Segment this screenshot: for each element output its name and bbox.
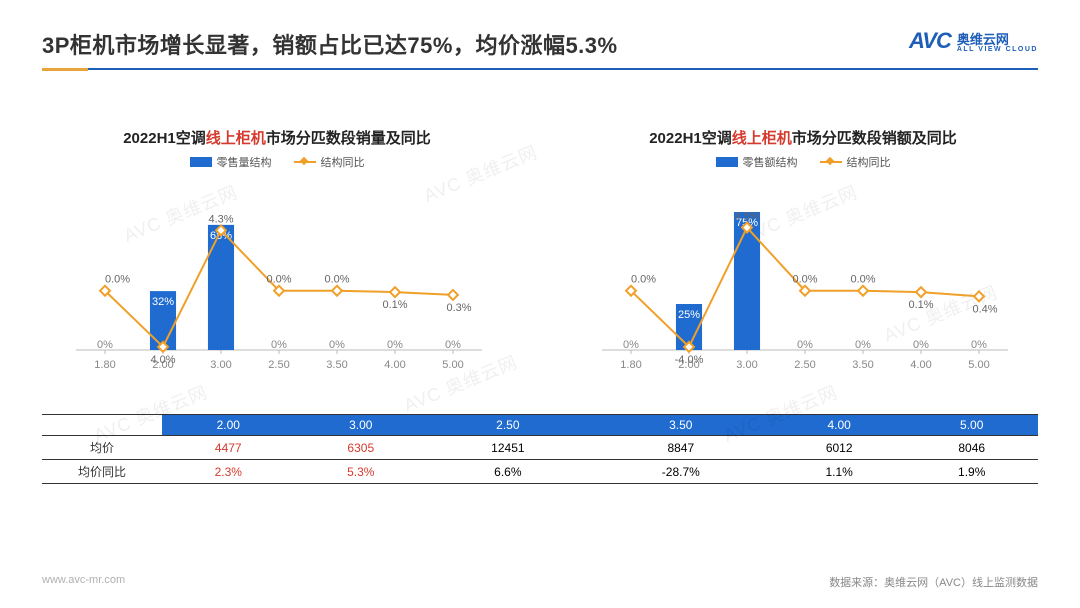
table-header: 2.50	[427, 415, 589, 436]
table-header: 2.00	[162, 415, 295, 436]
table-cell: 6.6%	[427, 460, 589, 484]
line-marker	[916, 287, 926, 297]
footer-source: 数据来源：奥维云网（AVC）线上监测数据	[829, 574, 1038, 590]
svg-text:0%: 0%	[329, 339, 345, 351]
row-label: 均价	[42, 436, 162, 460]
svg-text:2.50: 2.50	[268, 359, 289, 371]
footer: www.avc-mr.com 数据来源：奥维云网（AVC）线上监测数据	[42, 574, 1038, 590]
svg-text:0.1%: 0.1%	[908, 299, 933, 311]
chart-legend: 零售量结构 结构同比	[42, 154, 512, 170]
table-header: 5.00	[905, 415, 1038, 436]
charts-row: 2022H1空调线上柜机市场分匹数段销量及同比 零售量结构 结构同比 1.80 0…	[42, 127, 1038, 386]
rule-accent	[42, 68, 88, 71]
svg-text:1.80: 1.80	[620, 359, 641, 371]
svg-text:2.50: 2.50	[794, 359, 815, 371]
svg-text:0%: 0%	[971, 339, 987, 351]
svg-text:3.00: 3.00	[736, 359, 757, 371]
svg-text:0.0%: 0.0%	[105, 274, 130, 286]
chart-title: 2022H1空调线上柜机市场分匹数段销额及同比	[568, 127, 1038, 148]
logo-cn: 奥维云网 ALL VIEW CLOUD	[957, 29, 1038, 53]
footer-url: www.avc-mr.com	[42, 574, 125, 590]
page-title: 3P柜机市场增长显著，销额占比已达75%，均价涨幅5.3%	[42, 28, 618, 60]
svg-text:25%: 25%	[678, 309, 700, 321]
swatch-bar	[190, 157, 212, 167]
svg-text:4.00: 4.00	[384, 359, 405, 371]
line-marker	[858, 286, 868, 296]
svg-text:4.00: 4.00	[910, 359, 931, 371]
bar	[208, 225, 234, 350]
chart-legend: 零售额结构 结构同比	[568, 154, 1038, 170]
svg-text:4.0%: 4.0%	[150, 354, 175, 366]
legend-bar: 零售额结构	[716, 154, 798, 170]
table-cell: 12451	[427, 436, 589, 460]
svg-text:3.00: 3.00	[210, 359, 231, 371]
chart-title: 2022H1空调线上柜机市场分匹数段销量及同比	[42, 127, 512, 148]
table-header	[42, 415, 162, 436]
chart-left: 2022H1空调线上柜机市场分匹数段销量及同比 零售量结构 结构同比 1.80 0…	[42, 127, 512, 386]
rule-rest	[42, 68, 1038, 70]
table-cell: 5.3%	[295, 460, 428, 484]
svg-text:0%: 0%	[855, 339, 871, 351]
svg-text:0.0%: 0.0%	[266, 274, 291, 286]
table-cell: -28.7%	[589, 460, 773, 484]
table-cell: 6305	[295, 436, 428, 460]
table-cell: 4477	[162, 436, 295, 460]
price-table: 2.003.002.503.504.005.00均价44776305124518…	[42, 414, 1038, 484]
table-cell: 1.9%	[905, 460, 1038, 484]
line-marker	[390, 287, 400, 297]
svg-text:0.0%: 0.0%	[792, 274, 817, 286]
svg-text:1.80: 1.80	[94, 359, 115, 371]
line-marker	[974, 291, 984, 301]
svg-text:5.00: 5.00	[968, 359, 989, 371]
plot: 1.800%2.000%3.000%2.500%3.500%4.000%5.00…	[42, 176, 512, 386]
table-cell: 8046	[905, 436, 1038, 460]
table-header: 4.00	[773, 415, 906, 436]
svg-text:5.00: 5.00	[442, 359, 463, 371]
line-marker	[332, 286, 342, 296]
legend-line: 结构同比	[294, 154, 365, 170]
svg-text:0.4%: 0.4%	[972, 303, 997, 315]
svg-text:-4.0%: -4.0%	[675, 354, 704, 366]
header: 3P柜机市场增长显著，销额占比已达75%，均价涨幅5.3% AVC 奥维云网 A…	[42, 28, 1038, 60]
slide-page: AVC 奥维云网AVC 奥维云网AVC 奥维云网AVC 奥维云网AVC 奥维云网…	[0, 0, 1080, 608]
svg-text:0%: 0%	[913, 339, 929, 351]
swatch-bar	[716, 157, 738, 167]
svg-text:0.0%: 0.0%	[324, 274, 349, 286]
table-cell: 6012	[773, 436, 906, 460]
svg-text:0.0%: 0.0%	[631, 274, 656, 286]
svg-text:3.50: 3.50	[326, 359, 347, 371]
svg-text:0.0%: 0.0%	[850, 274, 875, 286]
table-row: 均价4477630512451884760128046	[42, 436, 1038, 460]
logo-main: AVC	[909, 28, 951, 54]
header-rule	[42, 68, 1038, 71]
svg-text:4.3%: 4.3%	[208, 213, 233, 225]
svg-text:0.1%: 0.1%	[382, 299, 407, 311]
table-header: 3.50	[589, 415, 773, 436]
swatch-line	[820, 157, 842, 167]
plot: 1.800%2.000%3.000%2.500%3.500%4.000%5.00…	[568, 176, 1038, 386]
svg-text:32%: 32%	[152, 296, 174, 308]
svg-text:0.3%: 0.3%	[446, 302, 471, 314]
table-header: 3.00	[295, 415, 428, 436]
table-cell: 1.1%	[773, 460, 906, 484]
swatch-line	[294, 157, 316, 167]
svg-text:0%: 0%	[445, 339, 461, 351]
legend-line: 结构同比	[820, 154, 891, 170]
logo: AVC 奥维云网 ALL VIEW CLOUD	[909, 28, 1038, 54]
table-cell: 8847	[589, 436, 773, 460]
line-marker	[448, 290, 458, 300]
legend-bar: 零售量结构	[190, 154, 272, 170]
svg-text:0%: 0%	[623, 339, 639, 351]
table-row: 均价同比2.3%5.3%6.6%-28.7%1.1%1.9%	[42, 460, 1038, 484]
svg-text:0%: 0%	[97, 339, 113, 351]
chart-right: 2022H1空调线上柜机市场分匹数段销额及同比 零售额结构 结构同比 1.80 0…	[568, 127, 1038, 386]
svg-text:0%: 0%	[387, 339, 403, 351]
svg-text:3.50: 3.50	[852, 359, 873, 371]
svg-text:4.5%: 4.5%	[734, 211, 759, 223]
svg-text:0%: 0%	[271, 339, 287, 351]
table-cell: 2.3%	[162, 460, 295, 484]
svg-text:0%: 0%	[797, 339, 813, 351]
row-label: 均价同比	[42, 460, 162, 484]
